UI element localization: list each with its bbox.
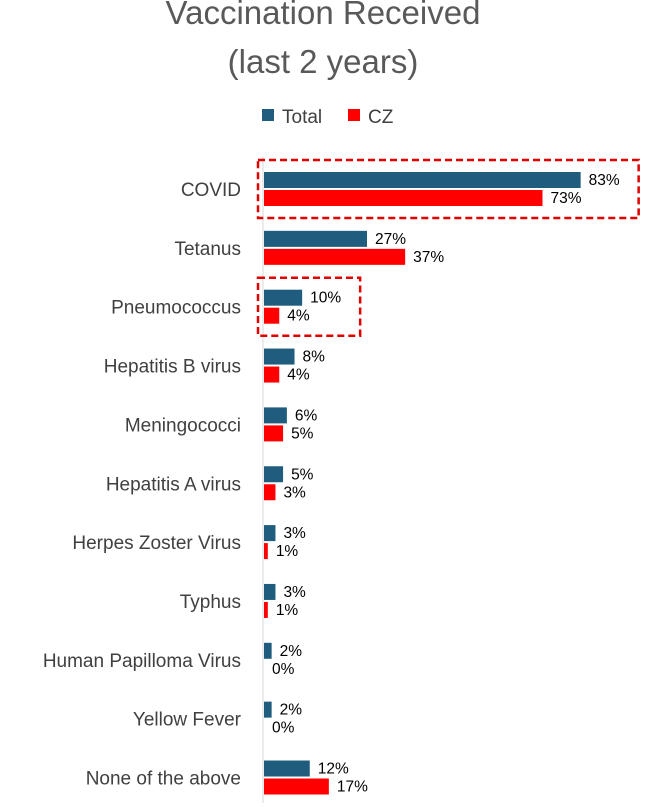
data-label-total-herpes-zoster-virus: 3% [283, 525, 306, 542]
bar-total-hepatitis-a-virus [264, 466, 284, 483]
data-label-cz-human-papilloma-virus: 0% [272, 661, 295, 678]
bar-cz-covid [264, 190, 543, 206]
data-label-cz-hepatitis-a-virus: 3% [283, 484, 306, 501]
data-label-total-covid: 83% [589, 172, 620, 189]
bar-total-yellow-fever [264, 701, 272, 718]
data-label-cz-covid: 73% [550, 190, 581, 207]
category-label-meningococci: Meningococci [125, 415, 241, 436]
data-label-total-human-papilloma-virus: 2% [280, 643, 303, 660]
bar-cz-none-of-the-above [264, 778, 329, 795]
category-label-covid: COVID [181, 180, 241, 201]
bar-cz-tetanus [264, 248, 406, 265]
category-label-pneumococcus: Pneumococcus [111, 298, 241, 319]
bar-total-pneumococcus [264, 289, 303, 306]
data-label-cz-hepatitis-b-virus: 4% [287, 367, 310, 384]
legend-swatch-total [262, 109, 274, 121]
bar-total-tetanus [264, 230, 368, 247]
legend-label-cz: CZ [368, 107, 394, 128]
data-label-cz-typhus: 1% [276, 602, 299, 619]
bar-cz-pneumococcus [264, 307, 280, 324]
highlight-box-covid [256, 158, 640, 220]
bar-total-meningococci [264, 407, 287, 424]
chart-marks: COVID 83%73%Tetanus 27%37%Pneumococcus 10%4… [43, 172, 620, 796]
data-label-cz-none-of-the-above: 17% [337, 779, 368, 796]
data-label-cz-meningococci: 5% [291, 425, 314, 442]
data-label-total-yellow-fever: 2% [280, 702, 303, 719]
chart-title-line-1: Vaccination Received [166, 0, 481, 31]
bar-total-none-of-the-above [264, 760, 310, 777]
legend-label-total: Total [282, 107, 322, 128]
category-label-tetanus: Tetanus [174, 239, 241, 260]
category-label-hepatitis-b-virus: Hepatitis B virus [104, 357, 241, 378]
data-label-total-hepatitis-a-virus: 5% [291, 466, 314, 483]
data-label-total-typhus: 3% [283, 584, 306, 601]
data-label-cz-tetanus: 37% [413, 249, 444, 266]
category-label-yellow-fever: Yellow Fever [133, 710, 242, 731]
category-label-typhus: Typhus [180, 592, 241, 613]
data-label-total-meningococci: 6% [295, 407, 318, 424]
data-label-total-hepatitis-b-virus: 8% [303, 349, 326, 366]
highlight-boxes [256, 158, 640, 337]
highlight-box-pneumococcus [256, 276, 362, 337]
category-label-herpes-zoster-virus: Herpes Zoster Virus [72, 533, 241, 554]
bar-cz-herpes-zoster-virus [264, 543, 268, 560]
bar-cz-typhus [264, 601, 268, 618]
bar-cz-hepatitis-b-virus [264, 366, 280, 383]
data-label-total-none-of-the-above: 12% [318, 761, 349, 778]
data-label-cz-yellow-fever: 0% [272, 720, 295, 737]
category-label-hepatitis-a-virus: Hepatitis A virus [106, 474, 241, 495]
bar-total-typhus [264, 583, 276, 600]
category-label-none-of-the-above: None of the above [86, 769, 241, 790]
bar-cz-hepatitis-a-virus [264, 484, 276, 501]
category-label-human-papilloma-virus: Human Papilloma Virus [43, 651, 241, 672]
data-label-total-tetanus: 27% [375, 231, 406, 248]
data-label-cz-pneumococcus: 4% [287, 308, 310, 325]
bar-cz-meningococci [264, 425, 284, 442]
data-label-cz-herpes-zoster-virus: 1% [276, 543, 299, 560]
bar-total-covid [264, 172, 581, 188]
chart-title-line-2: (last 2 years) [228, 43, 419, 80]
legend-swatch-cz [348, 109, 360, 121]
bar-total-hepatitis-b-virus [264, 348, 295, 365]
bar-total-herpes-zoster-virus [264, 525, 276, 542]
bar-total-human-papilloma-virus [264, 642, 272, 659]
data-label-total-pneumococcus: 10% [310, 290, 341, 307]
